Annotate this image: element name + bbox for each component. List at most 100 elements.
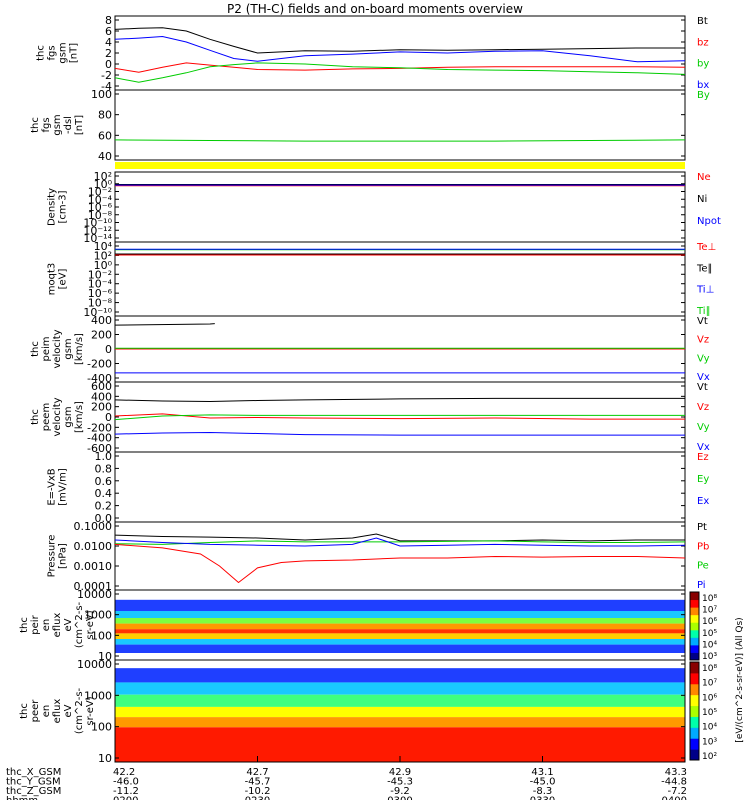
y-axis-label: (cm^2-s- — [74, 687, 85, 734]
colorbar-tick-label: 10⁴ — [702, 723, 717, 733]
footer-value: -10.2 — [245, 786, 271, 797]
y-axis-label: moqt3 — [47, 263, 58, 296]
legend-entry: Vy — [697, 353, 710, 364]
y-tick-label: 10⁰ — [94, 259, 113, 272]
legend-entry: Te⊥ — [696, 242, 716, 253]
y-axis-label: en — [41, 705, 52, 718]
footer-value: 43.1 — [531, 767, 553, 778]
y-tick-label: 10² — [94, 249, 112, 262]
y-tick-label: 0.4 — [95, 487, 113, 500]
y-tick-label: 8 — [105, 14, 112, 27]
y-tick-label: 10⁻² — [88, 186, 112, 199]
colorbar-segment — [690, 629, 699, 638]
colorbar-segment — [690, 652, 699, 661]
colorbar-segment — [690, 637, 699, 646]
series-line — [114, 397, 685, 403]
heatmap-band — [115, 629, 685, 634]
y-tick-label: 10⁻¹⁰ — [83, 306, 112, 319]
footer-value: -45.7 — [245, 777, 271, 788]
legend-entry: Pe — [697, 561, 709, 572]
y-tick-label: 400 — [91, 390, 112, 403]
y-tick-label: 10⁻¹⁰ — [83, 217, 112, 230]
y-axis-label: gsm — [58, 42, 69, 63]
y-axis-label: eV — [63, 618, 74, 631]
colorbar-tick-label: 10⁸ — [702, 664, 717, 674]
y-axis-label: peem — [41, 403, 52, 431]
series-line — [114, 62, 686, 73]
colorbar-label: [eV/(cm^2-s-sr-eV)] (All Qs) — [735, 617, 745, 742]
y-tick-label: -4 — [101, 80, 112, 93]
heatmap-band — [115, 717, 685, 728]
colorbar-segment — [690, 716, 699, 728]
colorbar-tick-label: 10³ — [702, 652, 717, 662]
legend-entry: Vy — [697, 422, 710, 433]
heatmap-band — [115, 682, 685, 695]
colorbar-tick-label: 10⁶ — [702, 617, 717, 627]
y-tick-label: 0.0 — [95, 512, 113, 525]
y-tick-label: 0 — [105, 343, 112, 356]
y-axis-label: [eV] — [58, 269, 69, 290]
colorbar-tick-label: 10⁶ — [702, 693, 717, 703]
legend-entry: Ex — [697, 496, 709, 507]
footer-row-label: thc_X_GSM — [6, 767, 61, 778]
colorbar-tick-label: 10³ — [702, 737, 717, 747]
legend-entry: Ti⊥ — [696, 285, 714, 296]
y-tick-label: 10 — [98, 752, 112, 765]
y-tick-label: 10⁻⁶ — [88, 201, 113, 214]
heatmap-band — [115, 694, 685, 707]
heatmap-band — [115, 639, 685, 645]
y-tick-label: -200 — [87, 421, 112, 434]
colorbar-segment — [690, 592, 699, 601]
y-tick-label: 10000 — [77, 658, 112, 671]
series-line — [114, 27, 685, 54]
legend-entry: Ni — [697, 194, 707, 205]
y-axis-label: gsm — [52, 114, 63, 135]
legend-entry: Vz — [697, 335, 709, 346]
y-axis-label: fgs — [47, 45, 58, 60]
heatmap-band — [115, 668, 685, 683]
y-axis-label: Density — [47, 188, 58, 226]
y-tick-label: 10² — [94, 170, 112, 183]
y-axis-label: [cm-3] — [58, 190, 69, 223]
colorbar-segment — [690, 622, 699, 631]
y-tick-label: 0.2 — [95, 500, 113, 513]
series-line — [114, 139, 686, 142]
heatmap-band — [115, 706, 685, 718]
panel-frame — [114, 451, 686, 523]
series-line — [114, 323, 215, 326]
y-tick-label: -2 — [101, 69, 112, 82]
y-tick-label: 100 — [91, 721, 112, 734]
colorbar-tick-label: 10⁴ — [702, 640, 717, 650]
series-line — [114, 414, 685, 421]
legend-entry: Ne — [697, 172, 711, 183]
colorbar-segment — [690, 662, 699, 674]
series-line — [114, 533, 685, 542]
panel-frame — [114, 521, 686, 591]
y-axis-label: [nPa] — [58, 543, 69, 569]
series-line — [114, 35, 686, 63]
colorbar-tick-label: 10⁵ — [702, 708, 717, 718]
footer-value: -45.3 — [387, 777, 413, 788]
y-axis-label: thc — [30, 409, 41, 425]
y-axis-label: thc — [19, 703, 30, 719]
colorbar-segment — [690, 614, 699, 623]
colorbar-tick-label: 10⁷ — [702, 606, 717, 616]
y-axis-label: gsm — [63, 406, 74, 427]
legend-entry: Vz — [697, 402, 709, 413]
y-tick-label: 10⁻⁴ — [88, 193, 113, 206]
footer-value: 42.2 — [113, 767, 135, 778]
legend-entry: bx — [697, 80, 709, 91]
series-line — [114, 62, 686, 83]
y-axis-label: Pressure — [47, 535, 58, 578]
y-tick-label: 1000 — [84, 609, 112, 622]
colorbar-peir — [689, 591, 700, 661]
legend-entry: by — [697, 59, 709, 70]
colorbar-segment — [690, 644, 699, 653]
heatmap-band — [115, 644, 685, 653]
legend-entry: Pi — [697, 580, 706, 591]
panel-frame — [114, 241, 686, 317]
y-axis-label: fgs — [41, 117, 52, 132]
heatmap-band — [115, 623, 685, 630]
